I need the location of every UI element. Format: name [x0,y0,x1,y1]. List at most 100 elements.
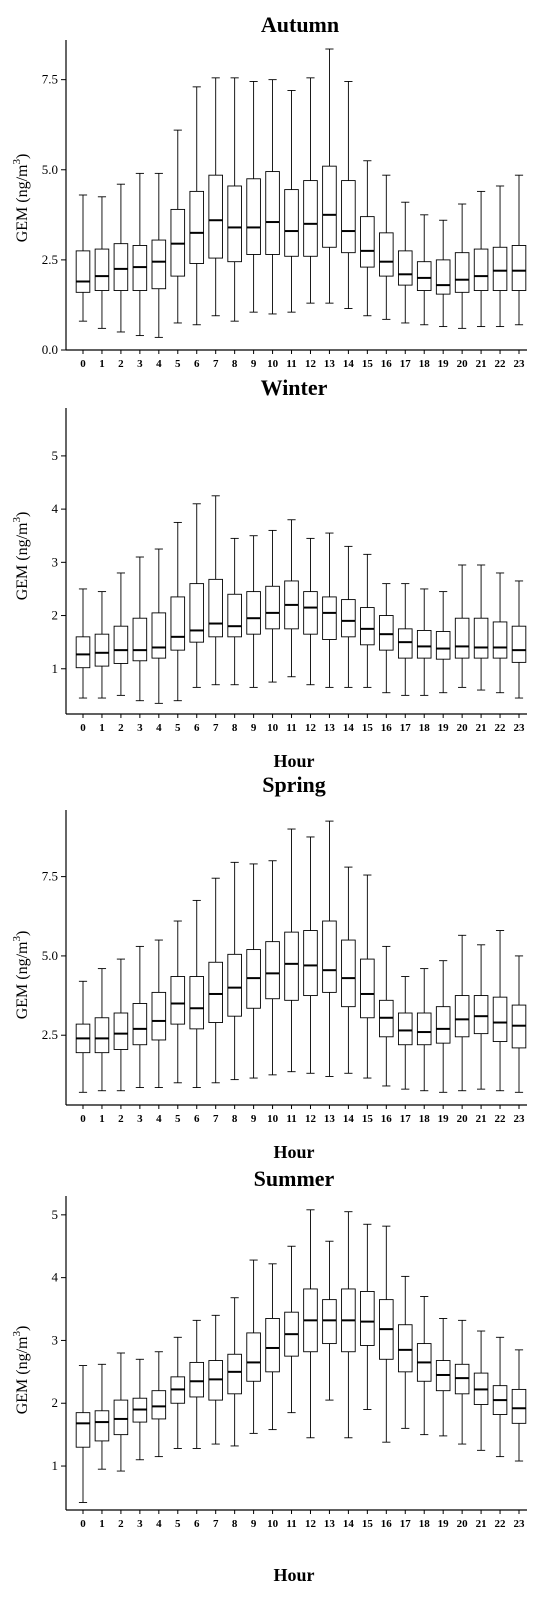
box-iqr [492,621,508,659]
x-tick-label: 0 [80,1518,86,1530]
x-tick-label: 14 [343,358,355,370]
box-iqr [189,976,205,1030]
x-tick-label: 10 [267,1518,279,1530]
x-tick-label: 9 [251,358,257,370]
x-tick-label: 0 [80,358,86,370]
box-iqr [360,1291,375,1346]
box-iqr [473,248,489,291]
autumn-chart: Autumn GEM (ng/m3) 0.02.55.07.50 1 2 3 4 5 6 7 8… [11,12,527,370]
box-iqr [416,1012,432,1046]
box-iqr [94,248,110,291]
box-iqr [360,958,375,1019]
x-tick-label: 12 [305,722,317,734]
x-tick-label: 20 [457,722,469,734]
box-iqr [379,232,394,277]
x-axis-label: Hour [273,1565,314,1585]
x-tick-label: 2 [118,1113,124,1125]
x-tick-label: 17 [400,358,412,370]
y-axis-label: GEM (ng/m3) [11,931,31,1020]
box-iqr [113,625,129,664]
box-iqr [322,920,337,993]
box-iqr [113,1399,129,1436]
x-tick-label: 17 [400,1113,412,1125]
box-iqr [397,250,413,286]
x-tick-label: 20 [457,1113,469,1125]
x-tick-label: 5 [175,358,181,370]
x-tick-label: 3 [137,1113,143,1125]
x-tick-label: 7 [213,1518,219,1530]
x-tick-label: 16 [381,1113,393,1125]
box-iqr [322,1299,337,1345]
y-axis-label: GEM (ng/m3) [11,512,31,601]
box-iqr [435,631,451,660]
x-tick-label: 23 [514,1113,526,1125]
x-tick-label: 11 [286,1518,296,1530]
y-tick-label: 5.0 [42,948,58,963]
box-iqr [341,180,356,254]
box-iqr [454,617,470,659]
box-iqr [227,185,242,263]
box-iqr [94,633,110,667]
x-tick-label: 12 [305,1518,317,1530]
x-tick-label: 6 [194,722,200,734]
y-axis-label: GEM (ng/m3) [11,1326,31,1415]
y-axis-label: GEM (ng/m3) [11,154,31,243]
x-tick-label: 0 [80,722,86,734]
box-iqr [397,1324,413,1373]
x-tick-label: 18 [419,1113,431,1125]
chart-title: Spring [262,772,326,797]
x-tick-label: 9 [251,1113,257,1125]
x-tick-label: 18 [419,1518,431,1530]
box-iqr [397,1012,413,1046]
x-tick-label: 4 [156,1518,162,1530]
x-tick-label: 22 [495,1113,507,1125]
x-tick-label: 22 [495,722,507,734]
y-tick-label: 3 [52,1332,59,1347]
x-tick-label: 4 [156,358,162,370]
x-tick-label: 1 [99,1113,105,1125]
x-tick-label: 1 [99,1518,105,1530]
box-iqr [284,931,299,1001]
x-tick-label: 16 [381,722,393,734]
x-tick-label: 23 [514,358,526,370]
x-tick-label: 21 [476,1113,487,1125]
box-iqr [170,976,186,1025]
x-tick-label: 16 [381,358,393,370]
x-tick-label: 12 [305,1113,317,1125]
x-tick-label: 18 [419,722,431,734]
y-tick-label: 4 [52,501,59,516]
x-tick-label: 12 [305,358,317,370]
box-iqr [435,259,451,295]
x-tick-label: 1 [99,722,105,734]
box-iqr [303,591,318,635]
box-iqr [227,953,242,1017]
box-iqr [265,171,280,255]
box-iqr [151,239,167,290]
x-tick-label: 14 [343,1518,355,1530]
box-iqr [132,1003,148,1046]
box-iqr [322,596,337,640]
spring-chart: Spring GEM (ng/m3) Hour 2.55.07.50 1 2 3 4 5 6… [11,772,527,1162]
x-tick-label: 15 [362,358,374,370]
x-tick-label: 5 [175,1113,181,1125]
box-iqr [208,961,223,1023]
x-tick-label: 14 [343,1113,355,1125]
box-iqr [75,1412,91,1448]
x-tick-label: 5 [175,1518,181,1530]
x-tick-label: 23 [514,1518,526,1530]
box-iqr [189,190,205,264]
box-iqr [189,1361,205,1398]
y-tick-label: 3 [52,554,59,569]
x-tick-label: 19 [438,1113,450,1125]
x-tick-label: 17 [400,1518,412,1530]
x-tick-label: 20 [457,1518,469,1530]
box-iqr [94,1017,110,1054]
y-tick-label: 2.5 [42,252,58,267]
x-tick-label: 20 [457,358,469,370]
x-tick-label: 18 [419,358,431,370]
box-iqr [113,243,129,291]
x-tick-label: 9 [251,1518,257,1530]
x-tick-label: 21 [476,1518,487,1530]
